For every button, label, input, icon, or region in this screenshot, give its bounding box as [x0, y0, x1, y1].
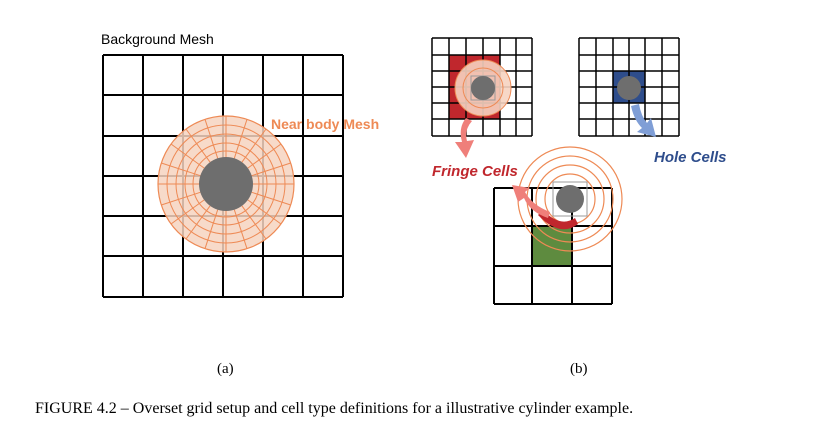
near-body-spoke	[161, 162, 201, 177]
panel-a-label: (a)	[217, 361, 234, 377]
near-body-spoke	[251, 162, 291, 177]
panel-b-label: (b)	[570, 361, 588, 377]
panel-a: Background Mesh	[101, 31, 379, 377]
overlap-cell-highlight	[532, 226, 572, 266]
near-body-spoke	[185, 128, 211, 163]
hole-cells-grid	[578, 37, 680, 137]
near-body-mesh-label: Near body Mesh	[271, 116, 379, 132]
near-body-spoke	[161, 191, 201, 206]
near-body-spoke	[247, 199, 282, 225]
near-body-spoke	[233, 119, 248, 159]
near-body-spoke	[204, 119, 219, 159]
near-body-spoke	[233, 209, 248, 249]
hole-arrow-icon	[631, 104, 656, 137]
near-body-radial-lines	[158, 116, 294, 252]
overlap-arrow-icon	[512, 185, 550, 218]
fringe-arrow-icon	[455, 118, 474, 158]
cylinder-body-hole	[617, 76, 641, 100]
cylinder-body	[199, 157, 253, 211]
near-body-spoke	[251, 191, 291, 206]
near-body-spoke	[247, 143, 282, 169]
panel-b: Fringe Cells Hole Cells (b)	[431, 37, 727, 377]
cylinder-body-overlap	[556, 185, 584, 213]
near-body-spoke	[170, 199, 205, 225]
hole-cells-label: Hole Cells	[654, 149, 727, 166]
near-body-spoke	[204, 209, 219, 249]
near-body-spoke	[241, 128, 267, 163]
near-body-spoke	[170, 143, 205, 169]
fringe-cells-grid	[431, 37, 533, 158]
fringe-cells-label: Fringe Cells	[432, 163, 518, 180]
background-mesh-title: Background Mesh	[101, 31, 214, 47]
cylinder-body-fringe	[471, 76, 495, 100]
figure-caption: FIGURE 4.2 – Overset grid setup and cell…	[35, 400, 633, 417]
near-body-spoke	[241, 205, 267, 240]
overlap-region	[493, 146, 623, 305]
near-body-spoke	[185, 205, 211, 240]
